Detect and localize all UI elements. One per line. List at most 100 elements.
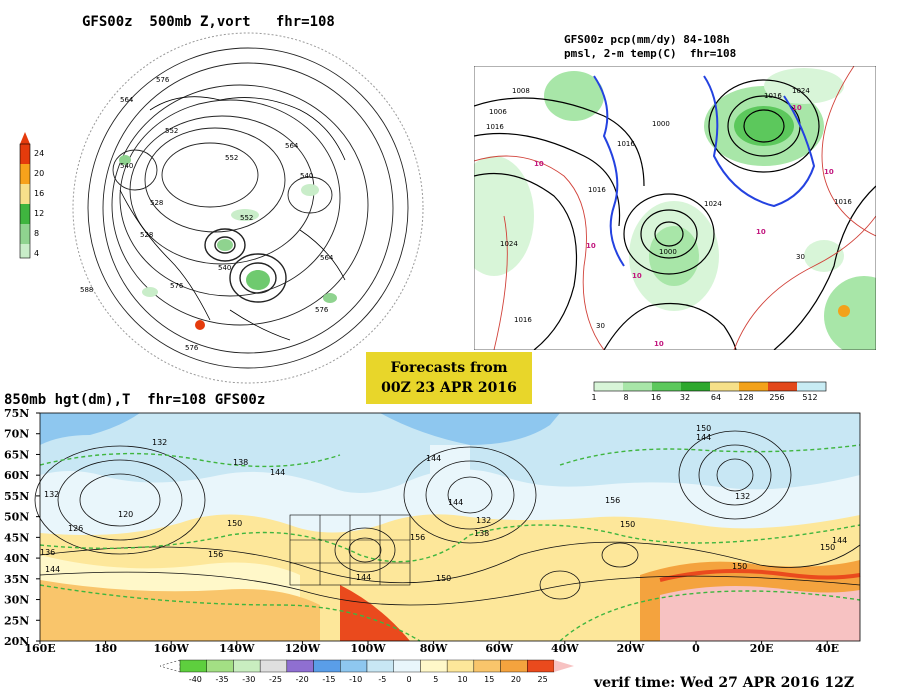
temp-colorbar-label: 25 xyxy=(538,675,548,684)
height-label: 120 xyxy=(118,510,133,519)
height-label: 144 xyxy=(448,498,463,507)
temp-colorbar-label: -30 xyxy=(242,675,255,684)
panel-500mb-map: 576 564 552 540 528 528 564 552 540 552 … xyxy=(72,32,424,384)
temp-colorbar-label: -25 xyxy=(269,675,282,684)
isobar-label: 1016 xyxy=(486,123,504,131)
height-label: 132 xyxy=(735,492,750,501)
map-frame xyxy=(39,412,861,642)
height-label: 150 xyxy=(620,520,635,529)
longitude-label: 40E xyxy=(815,642,839,655)
longitude-label: 40W xyxy=(551,642,579,655)
contour-label: 564 xyxy=(320,254,334,262)
temp-colorbar-label: -15 xyxy=(322,675,335,684)
temp-colorbar-label: -35 xyxy=(216,675,229,684)
precip-colorbar-label: 512 xyxy=(802,393,817,402)
contour-label: 540 xyxy=(120,162,133,170)
temp-colorbar-swatch xyxy=(420,659,448,673)
longitude-label: 20W xyxy=(617,642,645,655)
isobar-label: 1024 xyxy=(792,87,810,95)
contour-label: 576 xyxy=(156,76,170,84)
temp-colorbar-label: 20 xyxy=(511,675,521,684)
height-label: 144 xyxy=(45,565,60,574)
panel-precip-map: 1008 1006 1016 1000 1016 1016 1024 1000 … xyxy=(474,66,876,350)
longitude-labels: 160E 180 160W 140W 120W 100W 80W 60W 40W 20W 0 20E 4… xyxy=(24,641,839,655)
longitude-label: 140W xyxy=(219,642,255,655)
temp-label: 10 xyxy=(824,168,834,176)
contour-label: 564 xyxy=(120,96,134,104)
height-label: 144 xyxy=(426,454,441,463)
longitude-label: 20E xyxy=(750,642,774,655)
temp-colorbar-label: -5 xyxy=(378,675,386,684)
isobar-label: 1024 xyxy=(500,240,518,248)
height-label: 150 xyxy=(436,574,451,583)
temp-colorbar-label: -40 xyxy=(189,675,202,684)
latitude-label: 25N xyxy=(4,614,29,627)
temp-colorbar: -40 -35 -30 -25 -20 -15 -10 -5 0 5 10 15 20 25 xyxy=(159,659,574,684)
temp-colorbar-label: -20 xyxy=(296,675,309,684)
temp-label: 10 xyxy=(654,340,664,348)
longitude-label: 100W xyxy=(350,642,386,655)
temp-colorbar-swatch xyxy=(259,659,288,673)
precip-colorbar-label: 8 xyxy=(623,393,628,402)
latitude-label: 55N xyxy=(4,490,29,503)
latitude-label: 35N xyxy=(4,573,29,586)
height-label: 144 xyxy=(270,468,285,477)
contour-label: 528 xyxy=(140,231,153,239)
precip-colorbar: 1 8 16 32 64 128 256 512 xyxy=(591,381,827,402)
isobar-label: 1024 xyxy=(704,200,722,208)
height-label: 150 xyxy=(227,519,242,528)
polar-contours xyxy=(87,47,409,369)
zero-temp-contour xyxy=(593,75,816,267)
isobar-label: 1006 xyxy=(489,108,507,116)
misc-label: 30 xyxy=(596,322,605,330)
height-label: 136 xyxy=(40,548,55,557)
precip-colorbar-label: 1 xyxy=(591,393,596,402)
height-label: 132 xyxy=(152,438,167,447)
height-label: 150 xyxy=(820,543,835,552)
isobar-label: 1016 xyxy=(617,140,635,148)
temp-label: 10 xyxy=(534,160,544,168)
contour-label: 576 xyxy=(185,344,199,352)
longitude-label: 160E xyxy=(24,642,55,655)
height-contours xyxy=(34,430,861,606)
height-label: 132 xyxy=(44,490,59,499)
vort-colorbar-label: 20 xyxy=(34,169,44,178)
temp-colorbar-label: 0 xyxy=(407,675,412,684)
height-label: 156 xyxy=(208,550,223,559)
temp-colorbar-label: 10 xyxy=(457,675,467,684)
temp-colorbar-swatch xyxy=(366,659,394,673)
longitude-label: 80W xyxy=(420,642,448,655)
precip-colorbar-label: 64 xyxy=(711,393,721,402)
latitude-label: 65N xyxy=(4,448,29,461)
panel-500mb-title: GFS00z 500mb Z,vort fhr=108 xyxy=(82,14,335,30)
contour-label: 540 xyxy=(218,264,231,272)
vort-colorbar: 24 20 16 12 8 4 xyxy=(19,132,44,259)
forecast-badge-line2: 00Z 23 APR 2016 xyxy=(381,380,517,396)
height-label: 150 xyxy=(732,562,747,571)
height-label: 144 xyxy=(356,573,371,582)
temp-colorbar-swatch xyxy=(527,659,555,673)
contour-label: 552 xyxy=(225,154,238,162)
zero-isotherm xyxy=(39,444,861,642)
temp-colorbar-swatch xyxy=(393,659,421,673)
longitude-label: 120W xyxy=(285,642,321,655)
height-label: 144 xyxy=(696,433,711,442)
panel-850mb-title: 850mb hgt(dm),T fhr=108 GFS00z xyxy=(4,392,266,408)
temp-colorbar-label: 5 xyxy=(433,675,438,684)
isobar-label: 1016 xyxy=(514,316,532,324)
contour-label: 552 xyxy=(240,214,253,222)
isobars xyxy=(474,79,876,350)
isobar-label: 1016 xyxy=(764,92,782,100)
temp-colorbar-swatch xyxy=(313,659,341,673)
longitude-label: 0 xyxy=(692,642,700,655)
height-label: 144 xyxy=(832,536,847,545)
temp-colorbar-swatch xyxy=(473,659,501,673)
height-label: 156 xyxy=(410,533,425,542)
latitude-label: 75N xyxy=(4,407,29,420)
forecast-badge-line1: Forecasts from xyxy=(390,360,508,376)
contour-label: 528 xyxy=(150,199,163,207)
temp-colorbar-swatch xyxy=(286,659,314,673)
temp-colorbar-label: -10 xyxy=(349,675,362,684)
height-label: 138 xyxy=(233,458,248,467)
isobar-label: 1000 xyxy=(659,248,677,256)
